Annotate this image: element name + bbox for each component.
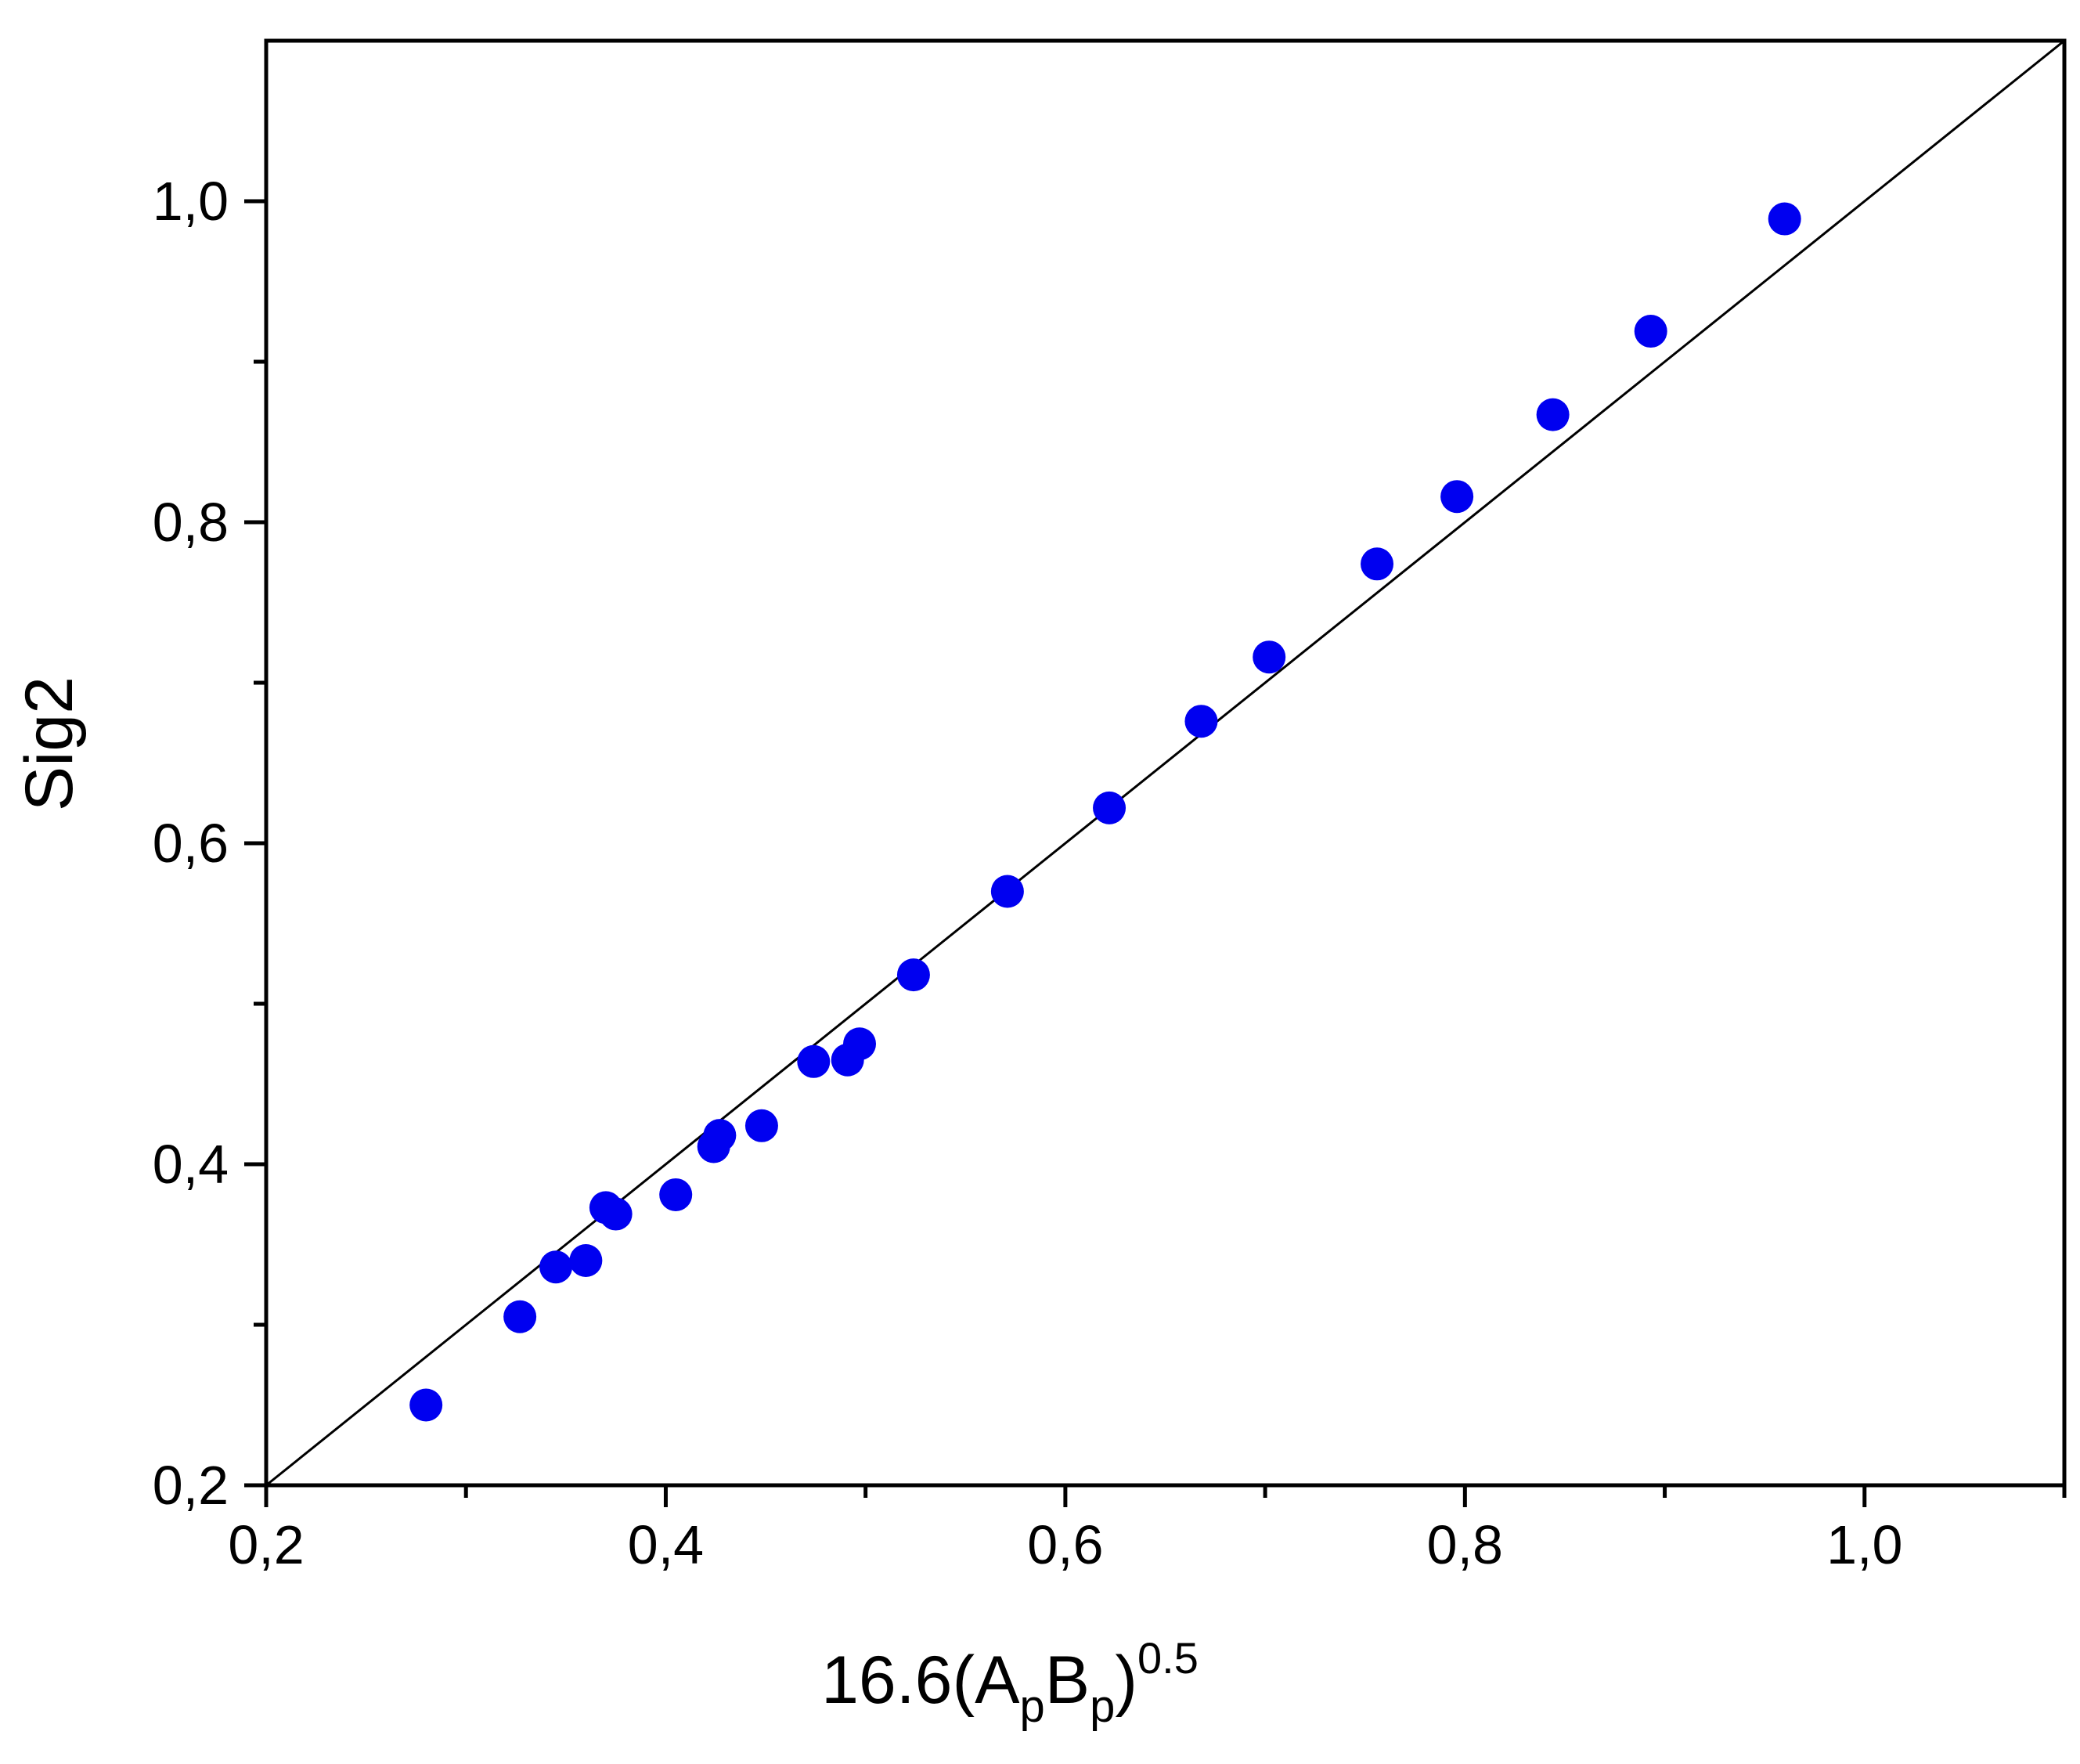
ticks-layer bbox=[244, 199, 2067, 1507]
x-tick-label-3: 0,6 bbox=[1027, 1514, 1103, 1575]
data-point-14 bbox=[896, 958, 930, 992]
data-point-20 bbox=[1440, 480, 1474, 514]
x-axis-title-subscript-b: p bbox=[1090, 1681, 1115, 1732]
plot-frame bbox=[264, 38, 2067, 1488]
data-point-21 bbox=[1536, 398, 1570, 431]
x-axis-title: 16.6(ApBp)0.5 bbox=[821, 1633, 1199, 1732]
reference-line-layer bbox=[266, 41, 2064, 1485]
data-point-10 bbox=[744, 1109, 778, 1142]
y-tick-label-4: 0,8 bbox=[153, 492, 229, 553]
data-point-13 bbox=[843, 1027, 877, 1061]
tick-labels-layer: 0,2 0,4 0,6 0,8 1,0 0,2 0,4 0,6 0,8 1,0 bbox=[153, 171, 1903, 1575]
data-point-7 bbox=[659, 1178, 693, 1211]
data-point-3 bbox=[539, 1250, 573, 1284]
data-points-layer bbox=[409, 202, 1801, 1422]
data-point-17 bbox=[1184, 705, 1218, 738]
y-tick-label-3: 0,6 bbox=[153, 813, 229, 874]
data-point-6 bbox=[599, 1197, 633, 1231]
axes-layer bbox=[264, 38, 2067, 1488]
reference-line bbox=[266, 41, 2064, 1485]
data-point-23 bbox=[1768, 202, 1801, 236]
data-point-22 bbox=[1634, 315, 1667, 348]
x-axis-title-close: ) bbox=[1115, 1643, 1137, 1718]
x-tick-label-1: 0,2 bbox=[228, 1514, 304, 1575]
data-point-9 bbox=[703, 1119, 737, 1153]
data-point-18 bbox=[1253, 640, 1286, 674]
y-tick-label-5: 1,0 bbox=[153, 171, 229, 232]
data-point-11 bbox=[797, 1044, 831, 1078]
x-tick-label-5: 1,0 bbox=[1826, 1514, 1902, 1575]
x-tick-label-2: 0,4 bbox=[628, 1514, 704, 1575]
data-point-15 bbox=[990, 875, 1024, 908]
y-tick-label-2: 0,4 bbox=[153, 1134, 229, 1195]
x-axis-title-b: B bbox=[1045, 1643, 1090, 1718]
y-tick-label-1: 0,2 bbox=[153, 1455, 229, 1516]
x-tick-label-4: 0,8 bbox=[1427, 1514, 1503, 1575]
data-point-16 bbox=[1093, 791, 1127, 824]
x-axis-title-prefix: 16.6(A bbox=[821, 1643, 1020, 1718]
data-point-4 bbox=[569, 1244, 603, 1277]
data-point-1 bbox=[409, 1388, 443, 1422]
data-point-19 bbox=[1361, 547, 1394, 581]
x-axis-title-subscript-a: p bbox=[1019, 1681, 1044, 1732]
x-axis-title-superscript: 0.5 bbox=[1137, 1633, 1199, 1683]
y-axis-title: Sig2 bbox=[12, 676, 87, 811]
data-point-2 bbox=[503, 1300, 537, 1333]
